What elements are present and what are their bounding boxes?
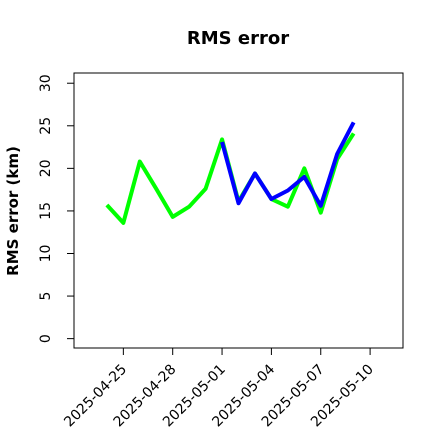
y-tick-label: 30 bbox=[38, 74, 54, 92]
y-tick-label: 0 bbox=[38, 334, 54, 343]
y-tick-label: 10 bbox=[38, 245, 54, 263]
chart-title: RMS error bbox=[187, 28, 289, 49]
plot-frame bbox=[73, 72, 404, 349]
y-tick-label: 20 bbox=[38, 159, 54, 177]
series-line bbox=[220, 121, 356, 208]
y-tick-label: 5 bbox=[38, 292, 54, 301]
y-tick-label: 25 bbox=[38, 117, 54, 135]
y-tick-label: 15 bbox=[38, 202, 54, 220]
y-axis-label: RMS error (km) bbox=[4, 146, 22, 276]
